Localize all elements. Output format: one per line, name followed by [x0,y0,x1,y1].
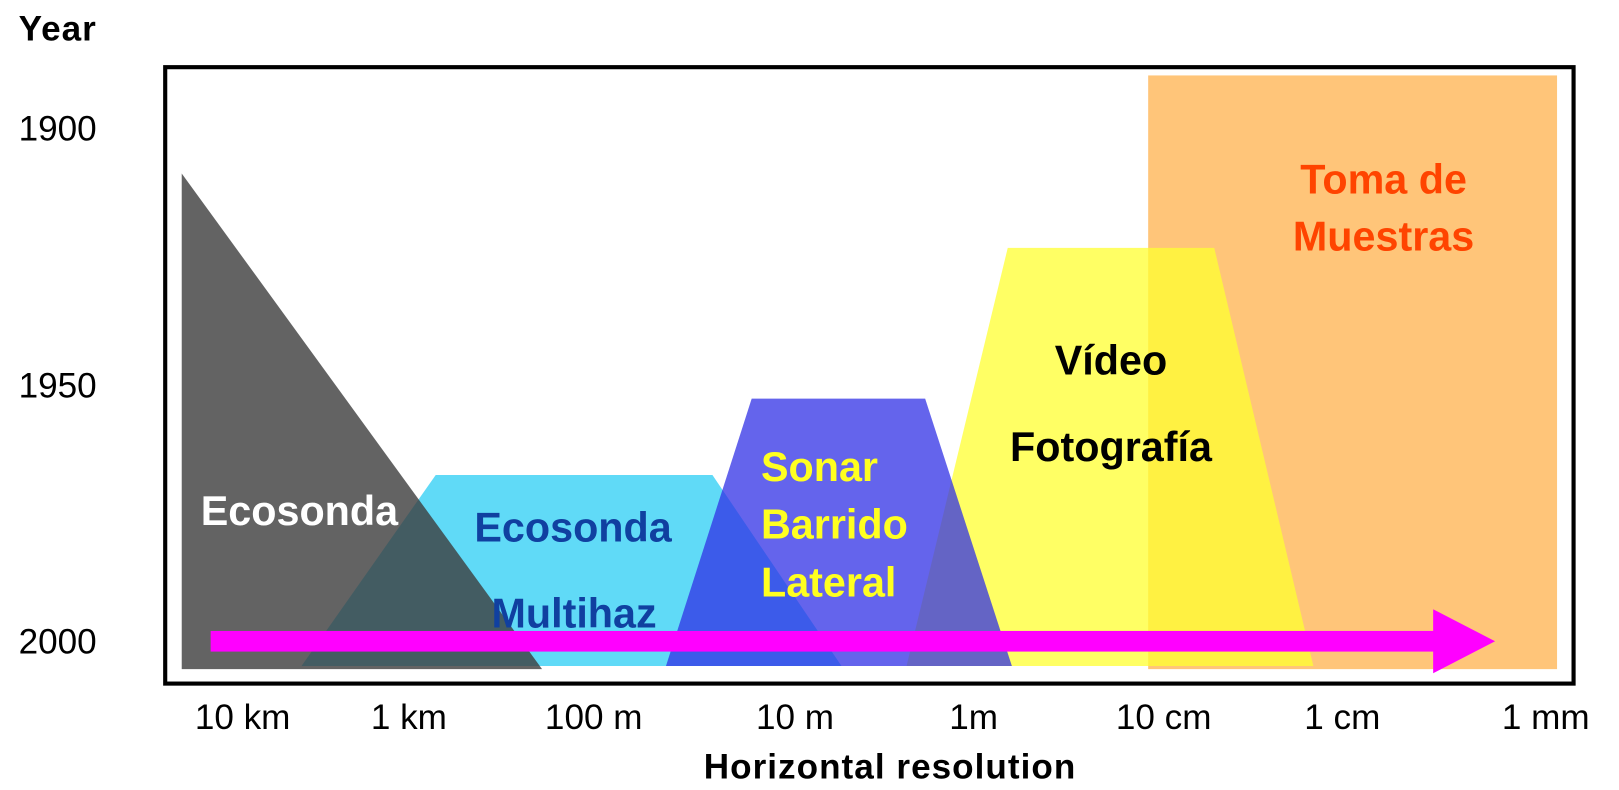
y-axis-title: Year [19,9,97,48]
video-region [906,247,1314,667]
region-label: Fotografía [1010,424,1213,470]
y-label: 2000 [19,623,97,662]
region-label: Vídeo [1055,337,1167,383]
arrow-shaft [210,630,1440,652]
region-label: Barrido [761,502,908,548]
region-label: Muestras [1293,214,1474,260]
y-label: 1900 [19,109,97,148]
x-label: 1 mm [1502,698,1590,737]
x-label: 1 cm [1304,698,1380,737]
x-label: 10 km [195,698,291,737]
arrow-head [1433,609,1496,674]
frame [163,65,1576,686]
region-label: Toma de [1300,157,1467,203]
region-label: Ecosonda [474,505,672,551]
region-label: Lateral [761,559,896,605]
x-label: 10 m [756,698,834,737]
x-label: 100 m [545,698,643,737]
region-label: Multihaz [491,590,656,636]
x-label: 1 km [371,698,447,737]
region-label: Sonar [761,444,878,490]
x-label: 1m [949,698,998,737]
x-axis-title: Horizontal resolution [704,748,1077,787]
x-label: 10 cm [1116,698,1212,737]
y-label: 1950 [19,367,97,406]
region-label: Ecosonda [201,488,399,534]
sidescan-region [665,398,1012,667]
